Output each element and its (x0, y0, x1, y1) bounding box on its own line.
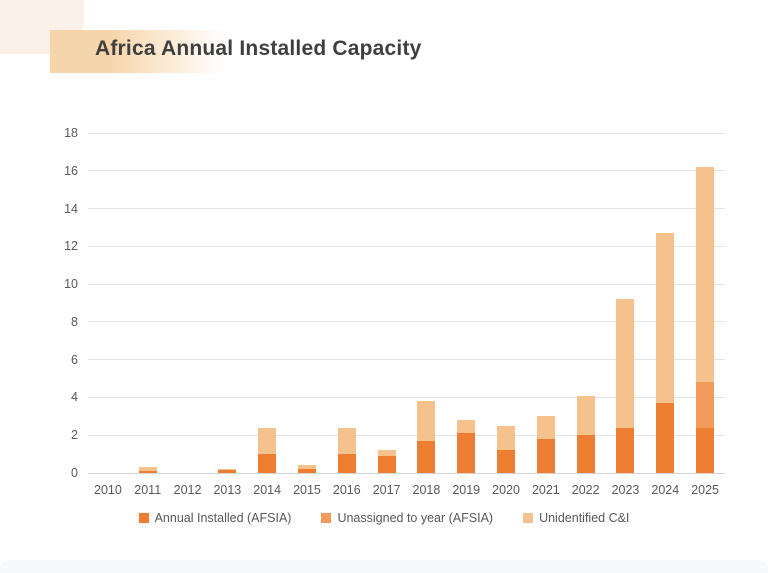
gridline (88, 321, 725, 323)
chart-legend: Annual Installed (AFSIA) Unassigned to ye… (0, 511, 768, 525)
bar-segment (696, 382, 715, 428)
x-tick-label: 2012 (173, 483, 202, 497)
y-tick-label: 8 (71, 314, 78, 329)
x-tick-label: 2015 (293, 483, 321, 497)
bar-segment (377, 456, 396, 473)
bar-segment (258, 454, 277, 473)
x-tick-label: 2013 (213, 483, 242, 497)
bar-segment (258, 427, 277, 455)
legend-label: Unassigned to year (AFSIA) (337, 511, 494, 525)
bar-segment (297, 464, 316, 470)
x-tick-label: 2016 (332, 483, 361, 497)
x-tick-label: 2019 (452, 483, 481, 497)
x-tick-label: 2023 (611, 483, 640, 497)
y-tick-label: 0 (71, 466, 78, 480)
y-tick-label: 16 (64, 163, 78, 178)
x-tick-label: 2014 (253, 483, 282, 497)
x-tick-label: 2018 (412, 483, 441, 497)
legend-item: Unidentified C&I (523, 511, 629, 525)
legend-swatch-icon (321, 513, 332, 523)
bar-segment (497, 450, 516, 473)
gridline (88, 359, 725, 361)
bar-segment (536, 416, 555, 439)
legend-label: Annual Installed (AFSIA) (154, 511, 292, 525)
y-tick-label: 2 (71, 428, 78, 443)
gridline (88, 434, 725, 436)
bar-segment (576, 435, 595, 473)
bar-segment (536, 439, 555, 473)
bar-segment (417, 440, 436, 473)
gridline (88, 396, 725, 398)
x-tick-label: 2024 (651, 483, 680, 497)
bar-segment (457, 420, 476, 434)
legend-item: Annual Installed (AFSIA) (138, 511, 292, 525)
x-tick-label: 2025 (691, 483, 719, 497)
x-tick-label: 2022 (571, 483, 600, 497)
bar-segment (696, 167, 715, 383)
legend-item: Unassigned to year (AFSIA) (321, 511, 493, 525)
bar-segment (656, 403, 675, 473)
y-tick-label: 6 (71, 352, 78, 367)
x-tick-label: 2017 (372, 483, 401, 497)
y-tick-label: 12 (64, 239, 78, 254)
bar-segment (417, 401, 436, 441)
bar-segment (138, 471, 157, 473)
y-tick-label: 4 (71, 390, 78, 405)
bar-segment (218, 469, 237, 471)
legend-label: Unidentified C&I (539, 511, 630, 525)
page-title: Africa Annual Installed Capacity (95, 37, 422, 60)
bar-segment (337, 454, 356, 473)
bar-segment (218, 470, 237, 473)
legend-swatch-icon (138, 513, 149, 523)
legend-swatch-icon (523, 513, 534, 523)
y-tick-label: 14 (64, 201, 78, 216)
bar-segment (616, 299, 635, 428)
gridline (88, 170, 725, 172)
bar-segment (696, 427, 715, 473)
x-tick-label: 2021 (531, 483, 560, 497)
gridline (88, 245, 725, 247)
x-tick-label: 2010 (94, 483, 122, 497)
gridline (88, 208, 725, 210)
x-tick-label: 2020 (492, 483, 520, 497)
bar-segment (656, 233, 675, 404)
x-axis-line (88, 472, 725, 474)
gridline (88, 283, 725, 285)
bar-segment (297, 469, 316, 473)
decor-bottom-band (0, 560, 768, 573)
bar-segment (497, 425, 516, 451)
title-highlight (50, 30, 226, 73)
bar-segment (576, 395, 595, 436)
y-tick-label: 10 (64, 277, 78, 292)
bar-segment (457, 433, 476, 473)
bar-segment (337, 427, 356, 455)
x-tick-label: 2011 (134, 483, 162, 497)
bar-segment (377, 450, 396, 456)
gridline (88, 132, 725, 134)
bar-segment (138, 467, 157, 472)
bar-segment (616, 427, 635, 473)
y-tick-label: 18 (64, 126, 78, 140)
